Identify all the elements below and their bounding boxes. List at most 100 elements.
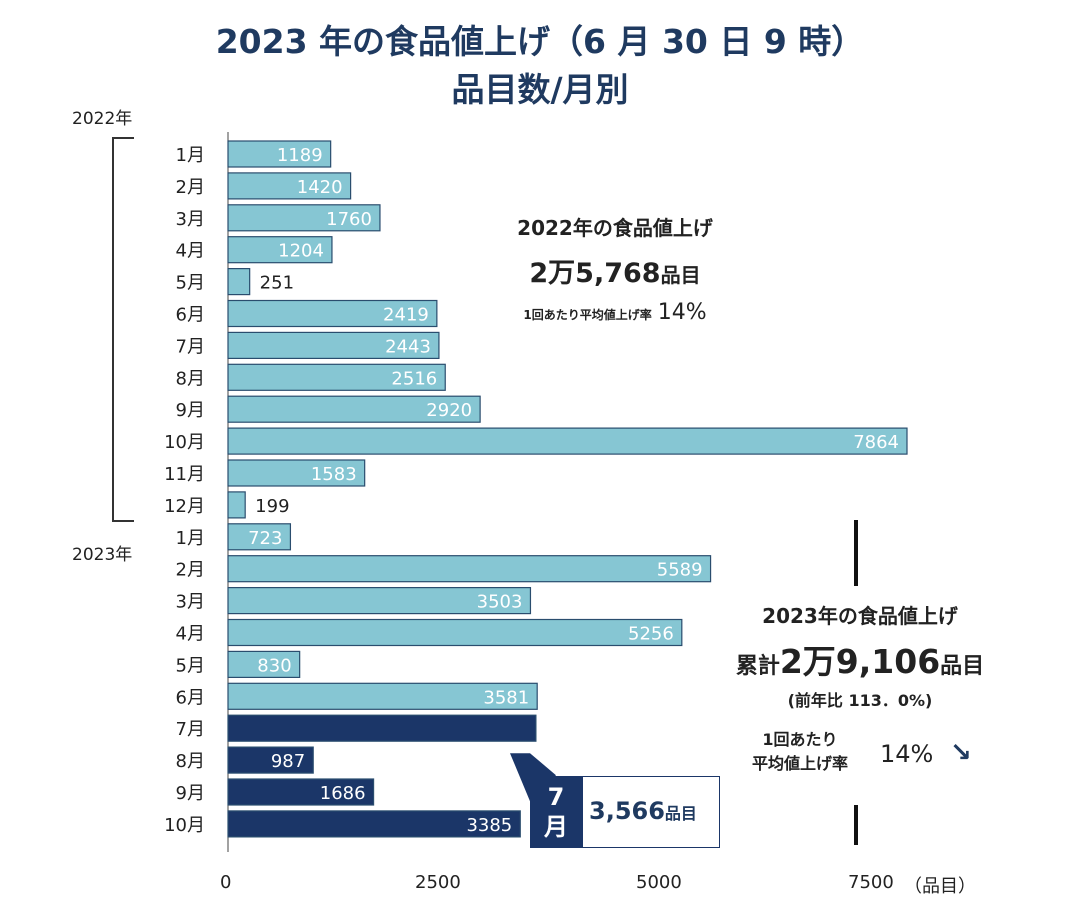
year-label-2022: 2022年 — [72, 109, 133, 129]
bar-value-label: 5589 — [657, 560, 703, 581]
bar — [227, 459, 366, 487]
summary-2023-rate-label-2: 平均値上げ率 — [751, 754, 848, 773]
summary-2023-total: 累計2万9,106品目 — [690, 635, 1030, 683]
category-label: 7月 — [176, 336, 205, 357]
bar-value-label: 251 — [260, 273, 294, 294]
chart-title: 2023 年の食品値上げ（6 月 30 日 9 時） — [215, 22, 865, 61]
summary-2022-rate-label: 1回あたり平均値上げ率 — [523, 308, 652, 322]
chart-subtitle: 品目数/月別 — [451, 70, 629, 109]
category-label: 9月 — [176, 400, 205, 421]
summary-2022-total: 2万5,768品目 — [480, 251, 750, 290]
summary-2023-rate-value: 14% — [880, 740, 934, 768]
july-callout-value-number: 3,566 — [589, 797, 665, 825]
category-label: 7月 — [176, 719, 205, 740]
bar-value-label: 1760 — [326, 209, 372, 230]
year-bracket-2022-bottom — [112, 520, 134, 522]
bar-value-label: 7864 — [853, 432, 899, 453]
year-bracket-2022 — [112, 137, 114, 521]
bar-value-label: 3503 — [477, 592, 523, 613]
summary-2022-total-value: 2万5,768 — [529, 258, 661, 289]
category-label: 5月 — [176, 655, 205, 676]
summary-2023-total-unit: 品目 — [940, 654, 985, 679]
summary-2022-heading: 2022年の食品値上げ — [517, 216, 713, 240]
summary-2023-heading: 2023年の食品値上げ — [762, 604, 958, 628]
bar-value-label: 1686 — [320, 783, 366, 804]
bar-value-label: 2516 — [391, 368, 437, 389]
july-callout-month-suffix: 月 — [544, 813, 568, 841]
bar — [227, 236, 333, 264]
bar — [227, 140, 332, 168]
july-callout-month: 7 月 — [530, 776, 582, 848]
summary-2023-total-prefix: 累計 — [735, 654, 780, 679]
bar — [227, 523, 292, 551]
summary-2023-rate-label-1: 1回あたり — [762, 730, 838, 749]
bar-value-label: 1189 — [277, 145, 323, 166]
x-tick-label: 0 — [220, 872, 232, 893]
category-label: 1月 — [176, 145, 205, 166]
category-label: 4月 — [176, 624, 205, 645]
category-label: 3月 — [176, 592, 205, 613]
summary-2023-total-value: 2万9,106 — [779, 642, 941, 681]
bar-value-label: 1420 — [297, 177, 343, 198]
bar-value-label: 987 — [271, 751, 305, 772]
summary-2022: 2022年の食品値上げ 2万5,768品目 1回あたり平均値上げ率 14% — [480, 212, 750, 325]
down-arrow-icon: ↘ — [950, 738, 972, 768]
x-tick-label: 2500 — [415, 872, 461, 893]
category-label: 8月 — [176, 368, 205, 389]
bar — [227, 714, 537, 742]
summary-2023: 2023年の食品値上げ 累計2万9,106品目 (前年比 113．0%) — [690, 600, 1030, 711]
category-label: 10月 — [164, 815, 205, 836]
bar-value-label: 1583 — [311, 464, 357, 485]
bar-value-label: 723 — [248, 528, 282, 549]
bar — [227, 810, 521, 838]
bar-value-label: 2419 — [383, 305, 429, 326]
x-tick-label: 7500 — [848, 872, 894, 893]
bar — [227, 586, 532, 615]
summary-2023-yoy: (前年比 113．0%) — [787, 691, 933, 710]
july-callout-month-number: 7 — [547, 783, 565, 811]
bar-value-label: 5256 — [628, 624, 674, 645]
july-callout-value-unit: 品目 — [664, 804, 697, 823]
bar — [227, 618, 683, 647]
bar — [227, 172, 352, 200]
bar-value-label: 3581 — [483, 687, 529, 708]
bar — [227, 268, 251, 296]
category-label: 3月 — [176, 209, 205, 230]
category-label: 4月 — [176, 241, 205, 262]
divider-line-top — [854, 520, 858, 586]
category-label: 5月 — [176, 273, 205, 294]
bar — [227, 331, 440, 359]
bar — [227, 650, 301, 679]
category-label: 2月 — [176, 560, 205, 581]
summary-2022-total-unit: 品目 — [660, 263, 701, 287]
category-label: 1月 — [176, 528, 205, 549]
category-label: 10月 — [164, 432, 205, 453]
bar — [227, 746, 314, 774]
bar-value-label: 3385 — [466, 815, 512, 836]
divider-line-bottom — [854, 805, 858, 845]
summary-2022-rate-value: 14% — [657, 300, 707, 325]
bar-value-label: 2443 — [385, 336, 431, 357]
year-label-2023: 2023年 — [72, 545, 133, 565]
category-label: 8月 — [176, 751, 205, 772]
july-callout-value: 3,566品目 — [582, 776, 720, 848]
bar — [227, 778, 375, 806]
x-tick-label: 5000 — [636, 872, 682, 893]
summary-2023-rate-label: 1回あたり 平均値上げ率 — [730, 728, 870, 776]
bar — [227, 204, 381, 232]
summary-2022-rate: 1回あたり平均値上げ率 14% — [480, 300, 750, 325]
bar — [227, 395, 481, 423]
bar-value-label: 1204 — [278, 241, 324, 262]
category-label: 11月 — [164, 464, 205, 485]
category-label: 9月 — [176, 783, 205, 804]
bar — [227, 555, 712, 583]
category-label: 12月 — [164, 496, 205, 517]
x-axis-unit: （品目） — [904, 876, 976, 897]
category-label: 2月 — [176, 177, 205, 198]
bar — [227, 299, 438, 328]
year-bracket-2022-top — [112, 137, 134, 139]
bar-value-label: 199 — [255, 496, 289, 517]
category-label: 6月 — [176, 687, 205, 708]
bar — [227, 427, 908, 455]
